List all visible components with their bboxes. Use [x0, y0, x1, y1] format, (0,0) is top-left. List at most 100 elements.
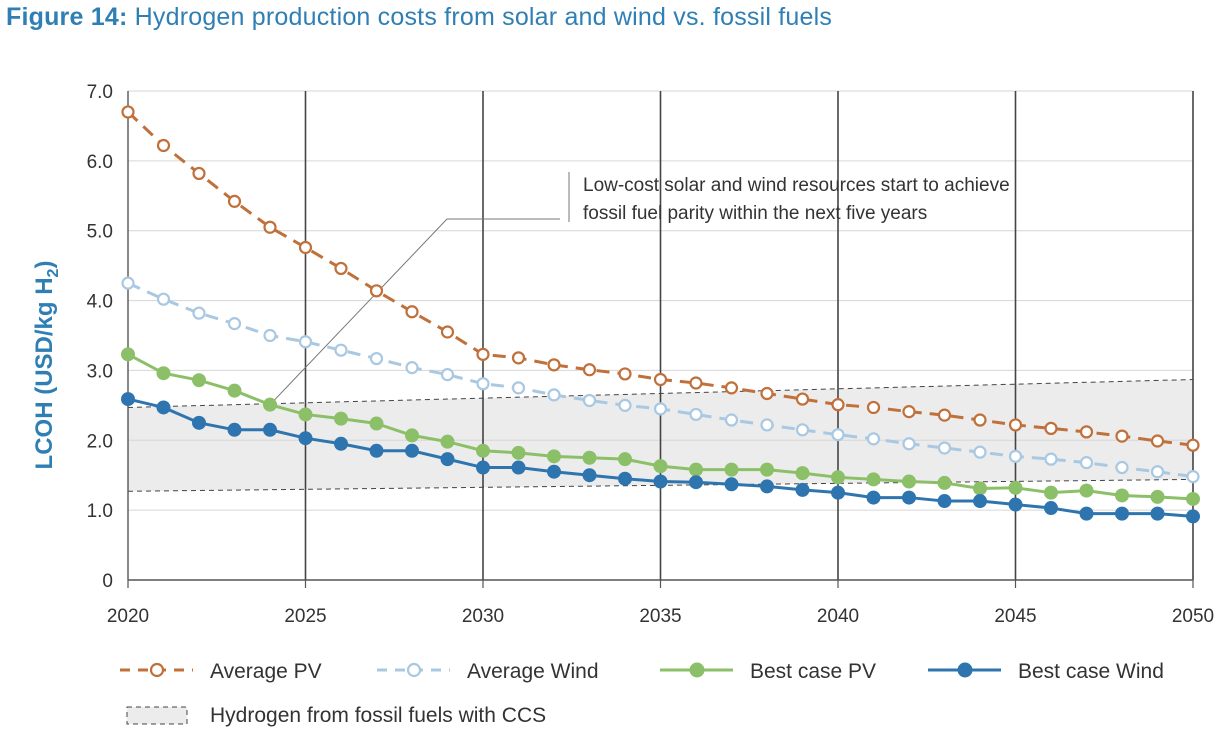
data-point: [192, 415, 206, 430]
x-tick-label: 2050: [1172, 606, 1214, 627]
legend-item-hydrogen-from-fossil-fuels-with-ccs: Hydrogen from fossil fuels with CCS: [126, 704, 546, 727]
data-point: [1115, 460, 1129, 475]
data-point: [760, 418, 774, 432]
data-point: [440, 452, 455, 467]
data-point: [618, 398, 632, 412]
data-point: [1079, 483, 1094, 498]
data-point: [902, 405, 916, 419]
data-point: [1008, 480, 1023, 495]
legend-swatch-marker: [149, 662, 165, 678]
data-point: [1150, 465, 1165, 479]
data-point: [298, 431, 313, 446]
data-point: [724, 477, 739, 492]
x-tick-label: 2025: [284, 606, 326, 627]
data-point: [689, 407, 703, 422]
data-point: [973, 481, 987, 496]
annotation-text-line: fossil fuel parity within the next five …: [583, 203, 927, 224]
data-point: [334, 261, 348, 276]
data-point: [298, 335, 313, 349]
data-point: [1186, 438, 1200, 452]
figure-number: Figure 14:: [6, 3, 128, 31]
series-best-case-pv: [121, 347, 1200, 506]
data-point: [831, 485, 845, 500]
data-point: [334, 411, 348, 426]
data-point: [902, 437, 916, 451]
annotation-leader-line: [269, 218, 560, 406]
figure-title-text: Hydrogen production costs from solar and…: [134, 3, 833, 31]
data-point: [582, 450, 597, 465]
data-point: [369, 443, 384, 458]
data-point: [1008, 449, 1023, 463]
data-point: [1079, 456, 1094, 470]
data-point: [973, 494, 987, 509]
data-point: [1008, 497, 1023, 512]
x-tick-label: 2035: [639, 606, 681, 627]
y-tick-label: 6.0: [87, 152, 113, 173]
data-point: [795, 423, 810, 437]
annotation: Low-cost solar and wind resources start …: [269, 172, 1010, 406]
legend-label: Best case Wind: [1018, 660, 1164, 683]
data-point: [653, 474, 668, 489]
data-point: [263, 328, 277, 343]
data-point: [1115, 488, 1129, 503]
legend-item-best-case-pv: Best case PV: [660, 660, 876, 683]
data-point: [760, 479, 774, 494]
legend-swatch-marker: [406, 662, 422, 678]
data-point: [334, 343, 348, 357]
data-point: [405, 305, 419, 319]
data-point: [1150, 506, 1165, 521]
series-layer: [121, 105, 1200, 524]
data-point: [866, 432, 881, 446]
legend: Average PV Average Wind Best case PV Best c…: [120, 660, 1164, 727]
y-tick-label: 2.0: [87, 431, 113, 452]
data-point: [405, 361, 419, 375]
data-point: [511, 351, 526, 365]
data-point: [937, 441, 952, 455]
y-tick-label: 5.0: [87, 222, 113, 243]
data-point: [1186, 470, 1200, 484]
legend-item-average-pv: Average PV: [120, 660, 322, 683]
data-point: [121, 347, 135, 362]
data-point: [973, 413, 987, 427]
data-point: [547, 358, 561, 372]
data-point: [156, 292, 171, 306]
data-point: [156, 366, 171, 381]
data-point: [121, 392, 135, 407]
y-tick-label: 0: [102, 571, 113, 592]
data-point: [582, 468, 597, 483]
annotation-text-line: Low-cost solar and wind resources start …: [583, 175, 1010, 196]
legend-label: Average PV: [210, 660, 322, 683]
data-point: [1115, 506, 1129, 521]
data-point: [121, 276, 135, 290]
data-point: [121, 105, 135, 119]
data-point: [476, 377, 490, 391]
data-point: [192, 166, 206, 181]
grid: [128, 90, 1194, 580]
data-point: [1044, 485, 1058, 500]
data-point: [866, 400, 881, 415]
data-point: [618, 452, 632, 467]
data-point: [192, 306, 206, 320]
data-point: [1186, 509, 1200, 524]
data-point: [547, 388, 561, 402]
data-point: [1008, 418, 1023, 432]
data-point: [547, 464, 561, 479]
data-point: [511, 445, 526, 460]
legend-label: Hydrogen from fossil fuels with CCS: [210, 704, 546, 727]
figure-title: Figure 14: Hydrogen production costs fro…: [6, 3, 832, 32]
legend-swatch-marker: [689, 662, 705, 678]
data-point: [760, 386, 774, 401]
data-point: [511, 381, 526, 395]
data-point: [866, 472, 881, 487]
data-point: [369, 284, 384, 298]
data-point: [547, 449, 561, 464]
data-point: [724, 413, 739, 427]
series-best-case-wind: [121, 392, 1200, 524]
legend-label: Best case PV: [750, 660, 876, 683]
data-point: [298, 240, 313, 255]
data-point: [1150, 434, 1165, 448]
axes: 0 1.0 2.0 3.0 4.0 5.0 6.0 7.0 2020 2025 2030 2035 20…: [87, 82, 1215, 627]
data-point: [937, 408, 952, 422]
data-point: [334, 436, 348, 451]
